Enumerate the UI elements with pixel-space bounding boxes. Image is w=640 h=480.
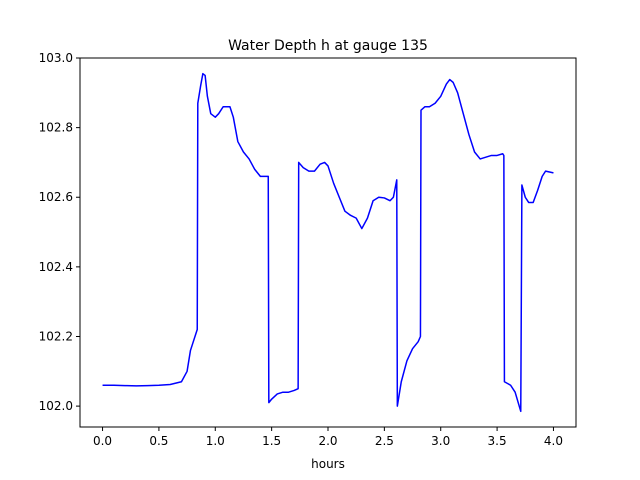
x-tick-label: 1.0 [206,434,225,448]
chart-title: Water Depth h at gauge 135 [228,38,428,54]
x-tick-label: 2.0 [318,434,337,448]
x-tick-label: 0.0 [93,434,112,448]
y-tick-label: 102.2 [39,329,73,343]
x-tick-label: 0.5 [149,434,168,448]
y-tick-label: 103.0 [39,51,73,65]
series-line-0 [102,72,554,413]
x-tick-label: 3.0 [431,434,450,448]
y-tick-label: 102.8 [39,121,73,135]
x-axis-label: hours [311,457,345,471]
x-tick-label: 3.5 [488,434,507,448]
y-tick-label: 102.4 [39,260,73,274]
y-tick-label: 102.0 [39,399,73,413]
x-tick-label: 4.0 [544,434,563,448]
plot-area: 0.0 0.5 1.0 1.5 2.0 2.5 3.0 3.5 4.0 102.0 102.2 102… [39,51,577,448]
x-tick-label: 2.5 [375,434,394,448]
x-tick-label: 1.5 [262,434,281,448]
y-tick-label: 102.6 [39,190,73,204]
